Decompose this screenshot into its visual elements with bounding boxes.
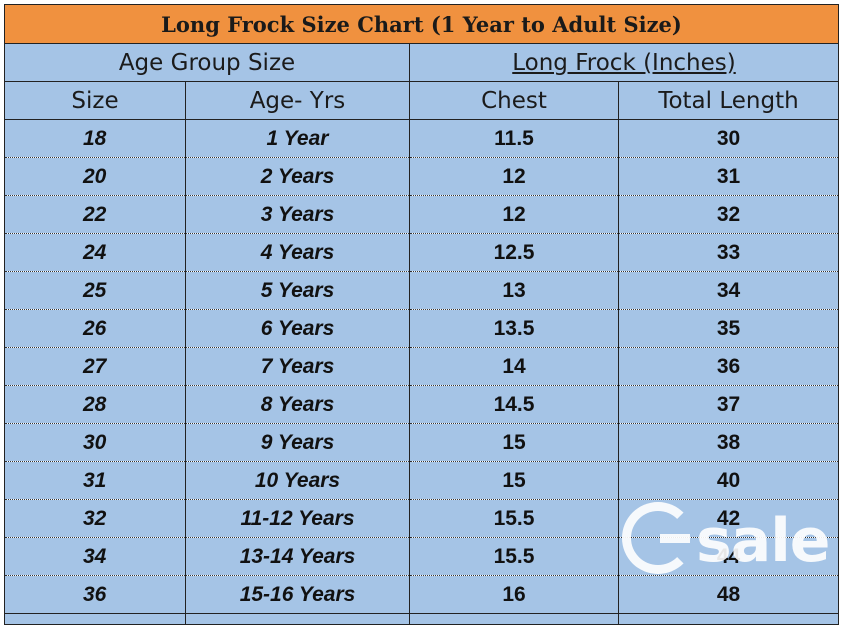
table-row: 36 15-16 Years 16 48: [4, 575, 839, 614]
length-cell: 30: [618, 119, 839, 158]
length-cell: 32: [618, 195, 839, 234]
table-row: 22 3 Years 12 32: [4, 195, 839, 234]
table-row: 28 8 Years 14.5 37: [4, 385, 839, 424]
chest-cell: 15: [409, 423, 619, 462]
table-row: 25 5 Years 13 34: [4, 271, 839, 310]
chest-cell: 11.5: [409, 119, 619, 158]
chest-cell: 13.5: [409, 309, 619, 348]
table-row: 31 10 Years 15 40: [4, 461, 839, 500]
age-cell: 2 Years: [185, 157, 410, 196]
length-cell: 36: [618, 347, 839, 386]
chest-cell: 12.5: [409, 233, 619, 272]
length-cell: 31: [618, 157, 839, 196]
age-cell: 8 Years: [185, 385, 410, 424]
size-cell: 36: [4, 575, 186, 614]
age-cell: 1 Year: [185, 119, 410, 158]
table-row: [4, 613, 839, 625]
chest-cell: 14: [409, 347, 619, 386]
length-cell: 40: [618, 461, 839, 500]
size-cell: 31: [4, 461, 186, 500]
size-cell: 24: [4, 233, 186, 272]
chart-title: Long Frock Size Chart (1 Year to Adult S…: [4, 4, 839, 44]
length-cell: 35: [618, 309, 839, 348]
length-cell: 48: [618, 575, 839, 614]
chest-cell: 15.5: [409, 499, 619, 538]
length-column-header: Total Length: [618, 81, 839, 120]
size-cell: 30: [4, 423, 186, 462]
length-cell: 37: [618, 385, 839, 424]
age-cell: 4 Years: [185, 233, 410, 272]
size-cell: 22: [4, 195, 186, 234]
chest-column-header: Chest: [409, 81, 619, 120]
age-cell: 11-12 Years: [185, 499, 410, 538]
table-row: 18 1 Year 11.5 30: [4, 119, 839, 158]
column-header-row: Size Age- Yrs Chest Total Length: [4, 81, 839, 120]
age-cell: 6 Years: [185, 309, 410, 348]
age-cell: 7 Years: [185, 347, 410, 386]
table-row: 20 2 Years 12 31: [4, 157, 839, 196]
size-cell: 25: [4, 271, 186, 310]
chest-cell: 13: [409, 271, 619, 310]
age-column-header: Age- Yrs: [185, 81, 410, 120]
length-cell: 42: [618, 499, 839, 538]
size-cell: 18: [4, 119, 186, 158]
size-column-header: Size: [4, 81, 186, 120]
table-row: 27 7 Years 14 36: [4, 347, 839, 386]
age-cell: 13-14 Years: [185, 537, 410, 576]
chest-cell: 12: [409, 157, 619, 196]
age-cell: 3 Years: [185, 195, 410, 234]
chest-cell: 14.5: [409, 385, 619, 424]
chest-cell: 12: [409, 195, 619, 234]
table-row: 24 4 Years 12.5 33: [4, 233, 839, 272]
length-cell: 38: [618, 423, 839, 462]
size-cell: 26: [4, 309, 186, 348]
table-row: 26 6 Years 13.5 35: [4, 309, 839, 348]
length-cell: 34: [618, 271, 839, 310]
size-cell: 20: [4, 157, 186, 196]
size-cell: 32: [4, 499, 186, 538]
length-cell: 44: [618, 537, 839, 576]
table-row: 32 11-12 Years 15.5 42: [4, 499, 839, 538]
size-chart-table: Long Frock Size Chart (1 Year to Adult S…: [4, 4, 839, 625]
chest-cell: 15.5: [409, 537, 619, 576]
table-row: 30 9 Years 15 38: [4, 423, 839, 462]
table-row: 34 13-14 Years 15.5 44: [4, 537, 839, 576]
title-row: Long Frock Size Chart (1 Year to Adult S…: [4, 4, 839, 44]
group-header-row: Age Group Size Long Frock (Inches): [4, 43, 839, 82]
chest-cell: 15: [409, 461, 619, 500]
size-cell: 28: [4, 385, 186, 424]
size-cell: 34: [4, 537, 186, 576]
length-cell: 33: [618, 233, 839, 272]
size-cell: 27: [4, 347, 186, 386]
chest-cell: 16: [409, 575, 619, 614]
age-cell: 15-16 Years: [185, 575, 410, 614]
long-frock-header: Long Frock (Inches): [409, 43, 839, 82]
age-group-header: Age Group Size: [4, 43, 410, 82]
age-cell: 9 Years: [185, 423, 410, 462]
age-cell: 5 Years: [185, 271, 410, 310]
age-cell: 10 Years: [185, 461, 410, 500]
